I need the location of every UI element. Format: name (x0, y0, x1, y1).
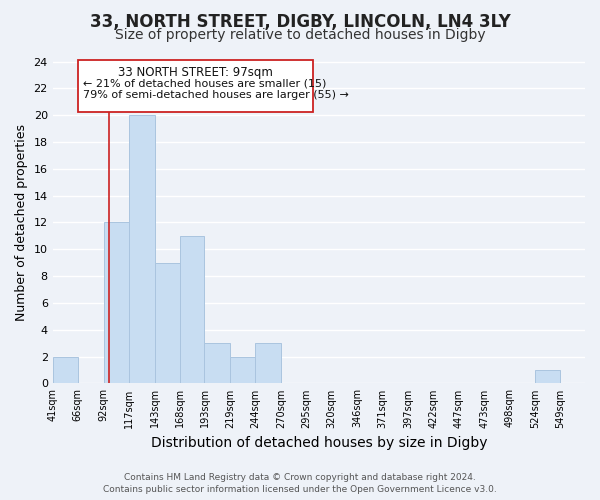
Bar (535, 370, 560, 384)
Bar (104, 222, 128, 384)
Bar (53, 356, 77, 384)
Bar (179, 236, 205, 384)
Bar (230, 356, 256, 384)
Text: Size of property relative to detached houses in Digby: Size of property relative to detached ho… (115, 28, 485, 42)
Text: 79% of semi-detached houses are larger (55) →: 79% of semi-detached houses are larger (… (83, 90, 349, 101)
Bar (155, 262, 179, 384)
Text: 33, NORTH STREET, DIGBY, LINCOLN, LN4 3LY: 33, NORTH STREET, DIGBY, LINCOLN, LN4 3L… (89, 12, 511, 30)
FancyBboxPatch shape (77, 60, 313, 112)
Text: Contains HM Land Registry data © Crown copyright and database right 2024.
Contai: Contains HM Land Registry data © Crown c… (103, 472, 497, 494)
Text: ← 21% of detached houses are smaller (15): ← 21% of detached houses are smaller (15… (83, 78, 326, 88)
Y-axis label: Number of detached properties: Number of detached properties (15, 124, 28, 321)
Text: 33 NORTH STREET: 97sqm: 33 NORTH STREET: 97sqm (118, 66, 273, 79)
Bar (205, 343, 230, 384)
Bar (256, 343, 281, 384)
X-axis label: Distribution of detached houses by size in Digby: Distribution of detached houses by size … (151, 436, 487, 450)
Bar (128, 115, 155, 384)
